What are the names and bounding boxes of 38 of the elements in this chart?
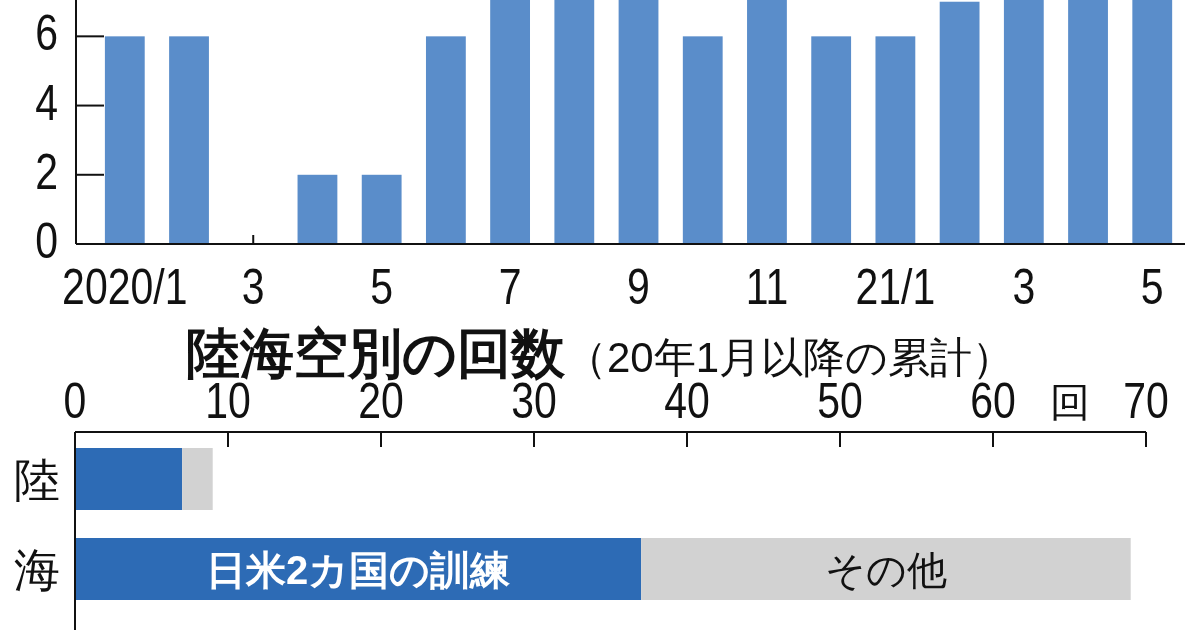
x-tick-label: 9 (627, 259, 650, 315)
bar (297, 174, 338, 244)
bar (1003, 0, 1044, 244)
y-tick-label: 海 (14, 544, 60, 596)
x-tick-label: 5 (1140, 259, 1164, 315)
bar (1132, 0, 1173, 244)
bar (169, 36, 209, 244)
y-tick-label: 0 (35, 213, 58, 269)
y-tick-label: 陸 (14, 454, 60, 506)
series-label: 日米2カ国の訓練 (205, 548, 511, 592)
x-tick-label: 5 (370, 259, 394, 315)
x-tick-label: 3 (1012, 259, 1036, 315)
bar (682, 36, 723, 244)
series-label: その他 (824, 548, 947, 592)
y-tick-label: 4 (35, 74, 58, 131)
bar (1068, 0, 1108, 244)
bar (811, 36, 852, 244)
bar (747, 0, 787, 244)
x-tick-label: 21/1 (855, 259, 936, 315)
x-tick-label: 11 (745, 259, 789, 315)
bar (554, 0, 595, 244)
bar (425, 36, 466, 244)
x-axis-title: 回 (1049, 380, 1090, 424)
x-tick-label: 7 (498, 259, 522, 315)
bar (75, 448, 183, 510)
x-tick-label: 2020/1 (62, 259, 188, 315)
x-tick-label: 70 (1123, 373, 1169, 429)
y-tick-label: 2 (35, 143, 58, 200)
bar (618, 0, 659, 244)
bar (104, 36, 145, 244)
bar (361, 174, 402, 244)
bar (939, 1, 980, 244)
x-tick-label: 3 (241, 259, 265, 315)
bar (490, 0, 530, 244)
y-tick-label: 6 (35, 5, 58, 62)
bar (875, 36, 916, 244)
bar (641, 538, 1131, 600)
bar (182, 448, 213, 510)
